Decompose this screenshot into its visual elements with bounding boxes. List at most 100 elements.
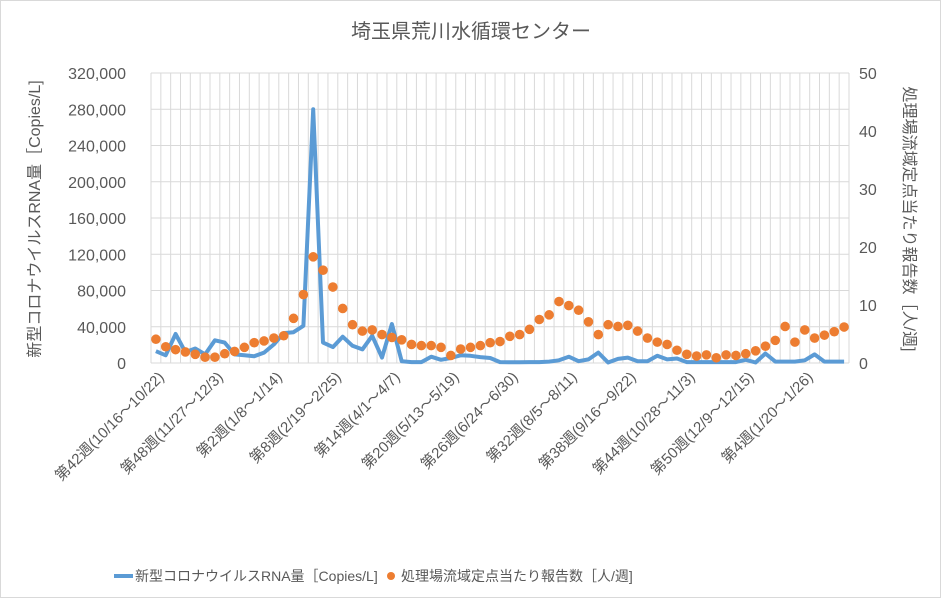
x-axis-tick-label: 第42週(10/16～10/22): [51, 368, 167, 484]
rna-line: [155, 107, 845, 365]
report-point: [505, 331, 515, 342]
report-point: [760, 341, 771, 351]
report-point: [780, 321, 790, 332]
left-axis-tick-label: 0: [117, 356, 126, 373]
report-point: [357, 326, 368, 336]
report-point: [475, 340, 486, 351]
x-axis-tick-label: 第38週(9/16～9/22): [535, 368, 640, 473]
report-point: [740, 348, 751, 359]
report-point: [564, 300, 574, 311]
right-axis-ticks: 0 10 20 30 40 50: [859, 66, 877, 373]
report-point: [632, 326, 643, 336]
report-point: [446, 350, 456, 361]
report-point: [554, 296, 564, 307]
report-point: [249, 337, 260, 348]
report-point: [308, 252, 319, 262]
report-point: [219, 348, 230, 359]
x-axis-tick-label: 第44週(10/28～11/3): [589, 368, 699, 478]
report-point: [160, 341, 171, 352]
report-point: [318, 265, 328, 276]
report-point: [583, 317, 594, 327]
right-axis-tick-label: 10: [859, 298, 877, 315]
report-point: [465, 342, 476, 353]
legend-dot-marker: [387, 572, 395, 580]
left-axis-ticks: 0 40,000 80,000 120,000 160,000 200,000 240,00…: [68, 66, 126, 373]
left-axis-tick-label: 320,000: [68, 66, 126, 83]
report-point: [642, 333, 653, 343]
report-point: [672, 345, 682, 356]
report-point: [662, 339, 672, 350]
report-point: [544, 310, 554, 320]
report-point: [406, 339, 417, 350]
report-point: [170, 344, 181, 355]
report-point: [711, 352, 722, 363]
legend-label-reports: 処理場流域定点当たり報告数［人/週]: [401, 568, 633, 584]
report-point: [731, 350, 741, 361]
report-point: [809, 333, 820, 343]
report-series: [151, 252, 849, 363]
report-point: [455, 344, 466, 354]
report-point: [593, 329, 604, 340]
report-point: [750, 346, 761, 356]
report-point: [613, 321, 623, 332]
report-point: [681, 349, 692, 360]
right-axis-tick-label: 50: [859, 66, 877, 83]
report-point: [347, 319, 358, 330]
report-point: [337, 303, 348, 314]
report-point: [819, 330, 830, 340]
report-point: [200, 352, 210, 363]
report-point: [328, 282, 338, 292]
left-axis-title: 新型コロナウイルスRNA量［Copies/L]: [26, 80, 44, 357]
right-axis-tick-label: 30: [859, 182, 877, 199]
report-point: [839, 322, 849, 332]
report-point: [495, 336, 505, 347]
gridlines: [150, 72, 850, 364]
report-point: [210, 352, 220, 363]
left-axis-tick-label: 280,000: [68, 102, 126, 119]
right-axis-tick-label: 20: [859, 240, 877, 257]
report-point: [514, 329, 525, 340]
report-point: [387, 332, 397, 343]
rna-series: [155, 107, 845, 365]
report-point: [396, 335, 407, 345]
report-point: [485, 337, 495, 348]
left-axis-tick-label: 200,000: [68, 175, 126, 192]
report-point: [770, 335, 781, 346]
report-point: [524, 324, 535, 335]
right-axis-tick-label: 40: [859, 124, 877, 141]
x-axis-tick-label: 第20週(5/13～5/19): [358, 368, 463, 473]
report-point: [652, 337, 663, 347]
report-point: [534, 314, 545, 325]
right-axis-title: 処理場流域定点当たり報告数［人/週]: [900, 87, 918, 352]
report-point: [377, 329, 387, 340]
legend-label-rna: 新型コロナウイルスRNA量［Copies/L]: [135, 568, 378, 584]
right-axis-tick-label: 0: [859, 356, 868, 373]
left-axis-tick-label: 160,000: [68, 211, 126, 228]
report-point: [239, 342, 250, 353]
report-point: [259, 336, 269, 346]
legend: 新型コロナウイルスRNA量［Copies/L] 処理場流域定点当たり報告数［人/…: [114, 568, 633, 584]
report-point: [799, 325, 810, 335]
x-axis-tick-label: 第26週(6/24～6/30): [417, 368, 522, 473]
report-point: [180, 347, 191, 357]
left-axis-tick-label: 240,000: [68, 139, 126, 156]
report-point: [190, 349, 201, 360]
report-point: [701, 350, 712, 360]
report-point: [298, 289, 309, 300]
report-point: [691, 351, 702, 361]
report-point: [426, 340, 436, 351]
left-axis-tick-label: 120,000: [68, 247, 126, 264]
x-axis-tick-label: 第48週(11/27～12/3): [117, 368, 227, 478]
report-point: [829, 326, 840, 337]
chart-title: 埼玉県荒川水循環センター: [351, 20, 591, 43]
x-axis-ticks: 第42週(10/16～10/22)第48週(11/27～12/3)第2週(1/8…: [51, 368, 816, 484]
x-axis-tick-label: 第50週(12/9～12/15): [647, 368, 758, 479]
report-point: [790, 337, 800, 347]
report-point: [603, 319, 613, 330]
report-point: [573, 305, 584, 316]
report-point: [229, 346, 240, 357]
report-point: [436, 342, 446, 353]
report-point: [416, 340, 427, 351]
